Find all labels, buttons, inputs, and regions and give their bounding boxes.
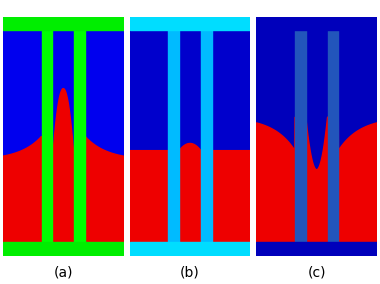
Bar	[42, 30, 52, 243]
Bar	[3, 17, 124, 30]
Bar	[3, 243, 124, 256]
Text: (c): (c)	[307, 265, 326, 279]
Bar	[130, 243, 250, 256]
Bar	[295, 30, 306, 243]
Bar	[74, 30, 85, 243]
Bar	[328, 30, 338, 243]
Bar	[130, 17, 250, 30]
Bar	[256, 17, 377, 30]
Bar	[256, 243, 377, 256]
Polygon shape	[130, 143, 250, 256]
Polygon shape	[3, 89, 124, 256]
Polygon shape	[256, 117, 377, 256]
Text: (a): (a)	[54, 265, 73, 279]
Bar	[168, 30, 179, 243]
Bar	[201, 30, 212, 243]
Text: (b): (b)	[180, 265, 200, 279]
